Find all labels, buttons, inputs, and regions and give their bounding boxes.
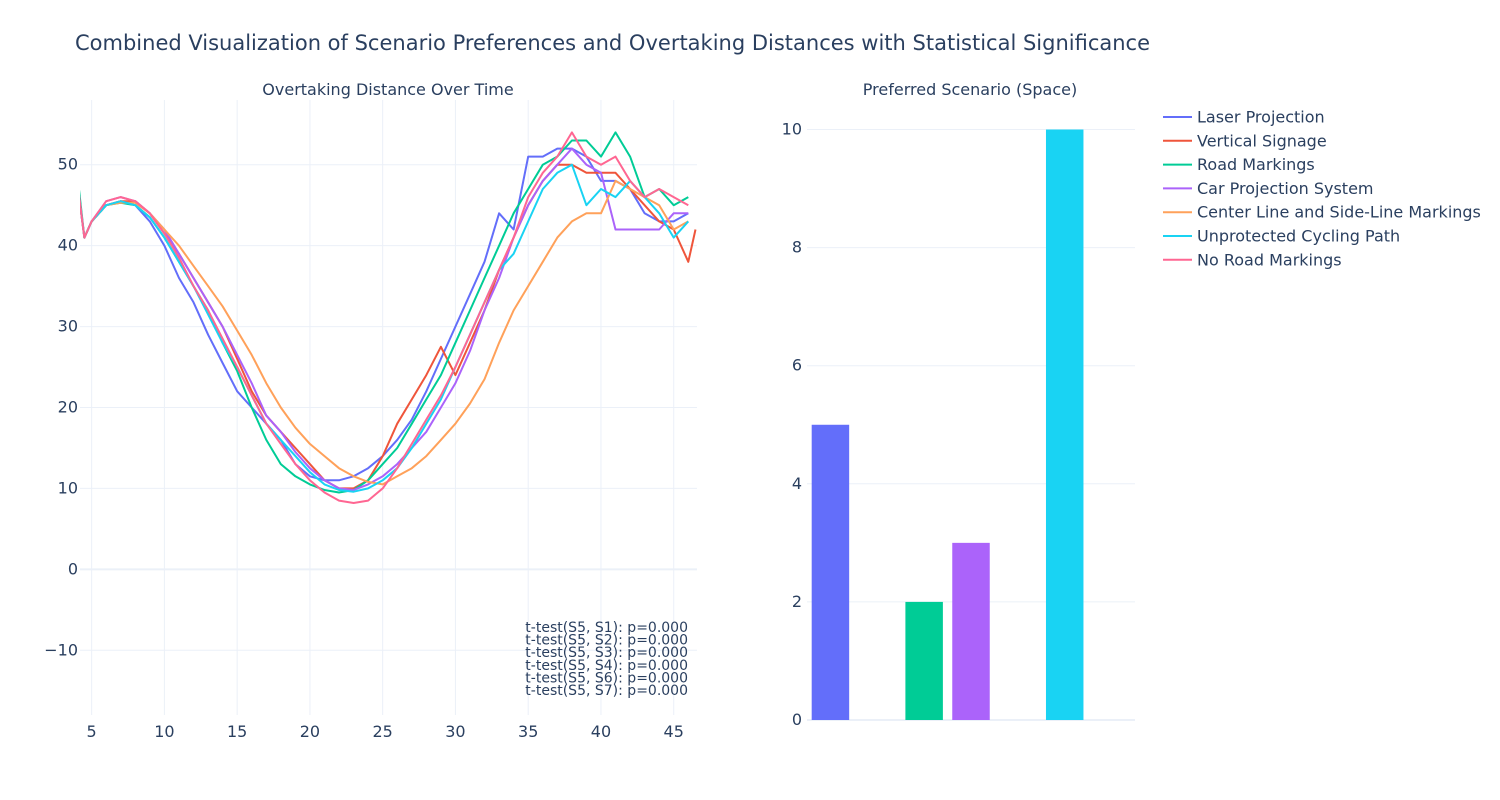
line-y-tick-label: −10 bbox=[44, 640, 78, 659]
line-x-tick-label: 20 bbox=[300, 722, 320, 741]
line-y-tick-label: 0 bbox=[68, 559, 78, 578]
t-test-annotation: t-test(S5, S6): p=0.000 bbox=[525, 670, 688, 686]
line-y-tick-label: 50 bbox=[58, 155, 78, 174]
bar-car-projection-system bbox=[952, 542, 990, 720]
bar-y-tick-label: 6 bbox=[792, 356, 802, 375]
t-test-annotation: t-test(S5, S4): p=0.000 bbox=[525, 658, 688, 674]
legend-label: Laser Projection bbox=[1197, 108, 1325, 127]
line-x-tick-label: 25 bbox=[372, 722, 392, 741]
chart-title: Combined Visualization of Scenario Prefe… bbox=[75, 31, 1150, 55]
bar-plot: 0 2 4 6 8 10 bbox=[782, 120, 1135, 729]
bar-y-tick-label: 4 bbox=[792, 474, 802, 493]
line-y-tick-label: 30 bbox=[58, 317, 78, 336]
legend-label: No Road Markings bbox=[1197, 250, 1342, 269]
line-plot: 5 10 15 20 25 30 35 40 45 −10 0 10 20 30 40 50 bbox=[44, 100, 697, 741]
legend-item-unprotected-cycling-path[interactable]: Unprotected Cycling Path bbox=[1163, 227, 1400, 246]
t-test-annotation: t-test(S5, S2): p=0.000 bbox=[525, 633, 688, 649]
line-x-tick-label: 10 bbox=[154, 722, 174, 741]
line-x-tick-label: 45 bbox=[664, 722, 684, 741]
bar-unprotected-cycling-path bbox=[1045, 129, 1084, 720]
series-line-laser-projection bbox=[80, 147, 689, 482]
bar-road-markings bbox=[905, 601, 943, 720]
legend-item-car-projection-system[interactable]: Car Projection System bbox=[1163, 179, 1374, 198]
legend-label: Center Line and Side-Line Markings bbox=[1197, 203, 1481, 222]
line-y-tick-label: 20 bbox=[58, 398, 78, 417]
line-chart-title: Overtaking Distance Over Time bbox=[262, 80, 513, 99]
series-line-center-line-and-side-line-markings bbox=[80, 179, 689, 486]
legend-item-no-road-markings[interactable]: No Road Markings bbox=[1163, 250, 1342, 269]
legend-label: Road Markings bbox=[1197, 155, 1315, 174]
legend-label: Vertical Signage bbox=[1197, 131, 1327, 150]
bar-y-tick-label: 10 bbox=[782, 120, 802, 139]
legend[interactable]: Laser Projection Vertical Signage Road Mar… bbox=[1163, 108, 1481, 270]
legend-item-laser-projection[interactable]: Laser Projection bbox=[1163, 108, 1325, 127]
line-x-tick-label: 15 bbox=[227, 722, 247, 741]
series-line-no-road-markings bbox=[80, 131, 689, 504]
bar-y-tick-label: 8 bbox=[792, 238, 802, 257]
line-x-tick-label: 35 bbox=[518, 722, 538, 741]
legend-label: Car Projection System bbox=[1197, 179, 1374, 198]
line-y-tick-label: 10 bbox=[58, 478, 78, 497]
series-line-unprotected-cycling-path bbox=[80, 163, 690, 493]
line-y-tick-label: 40 bbox=[58, 236, 78, 255]
line-x-tick-label: 40 bbox=[591, 722, 611, 741]
t-test-annotation: t-test(S5, S3): p=0.000 bbox=[525, 645, 688, 661]
t-test-annotation: t-test(S5, S1): p=0.000 bbox=[525, 620, 688, 636]
legend-item-road-markings[interactable]: Road Markings bbox=[1163, 155, 1315, 174]
line-x-tick-label: 5 bbox=[87, 722, 97, 741]
bar-y-tick-label: 2 bbox=[792, 592, 802, 611]
legend-item-vertical-signage[interactable]: Vertical Signage bbox=[1163, 131, 1327, 150]
bar-laser-projection bbox=[811, 424, 850, 720]
t-test-annotation: t-test(S5, S7): p=0.000 bbox=[525, 683, 688, 699]
bar-y-tick-label: 0 bbox=[792, 710, 802, 729]
legend-item-center-line-and-side-line-markings[interactable]: Center Line and Side-Line Markings bbox=[1163, 203, 1481, 222]
legend-label: Unprotected Cycling Path bbox=[1197, 227, 1400, 246]
bar-chart-title: Preferred Scenario (Space) bbox=[863, 80, 1077, 99]
line-x-tick-label: 30 bbox=[445, 722, 465, 741]
